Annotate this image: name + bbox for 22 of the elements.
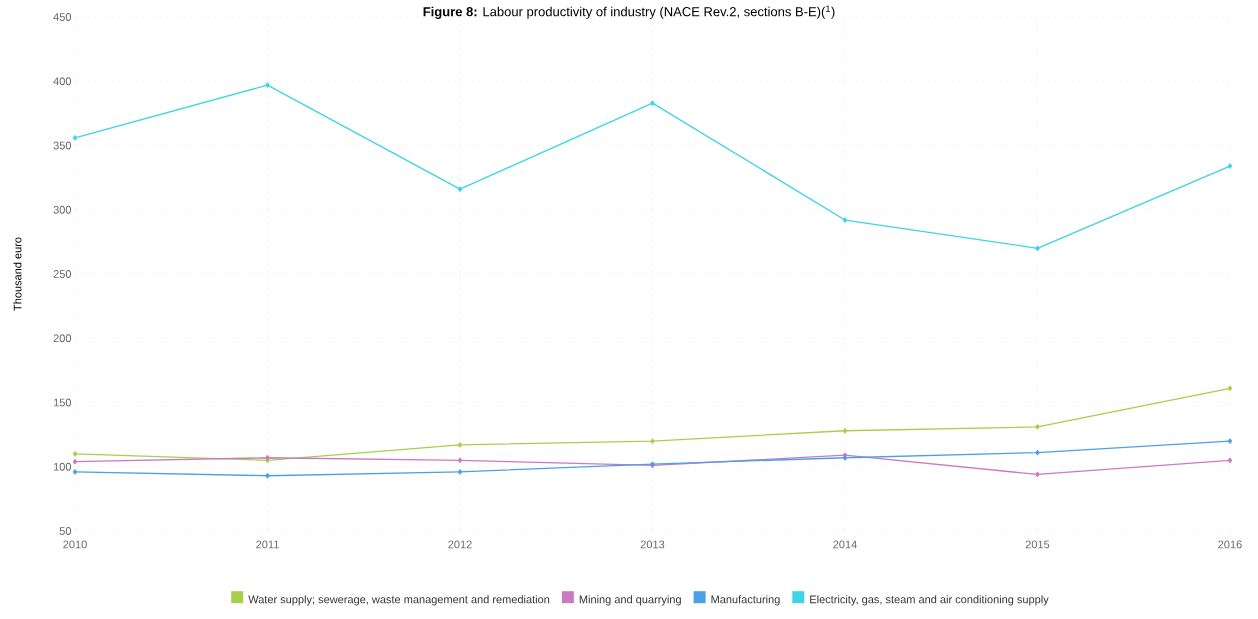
legend-label: Electricity, gas, steam and air conditioning supply [810, 595, 1049, 606]
y-tick-label: 100 [53, 462, 72, 471]
y-tick-label: 350 [53, 141, 72, 150]
chart-title: Figure 8: Labour productivity of industry (NACE Rev.2, sections B-E)($^{1}$) [423, 5, 835, 19]
x-tick-label: 2011 [256, 540, 279, 549]
y-tick-label: 50 [59, 527, 72, 535]
x-tick-label: 2014 [833, 540, 857, 549]
y-tick-label: 200 [53, 334, 72, 343]
y-tick-label: 450 [53, 13, 72, 21]
y-tick-label: 150 [53, 398, 72, 407]
y-axis-title: Thousand euro [13, 237, 22, 311]
x-tick-label: 2013 [640, 540, 665, 549]
x-tick-label: 2012 [448, 540, 472, 549]
y-tick-label: 300 [53, 205, 72, 214]
x-tick-label: 2016 [1218, 540, 1242, 549]
x-tick-label: 2010 [63, 540, 87, 549]
y-tick-label: 250 [53, 270, 72, 278]
y-tick-label: 400 [53, 77, 72, 86]
x-tick-label: 2015 [1025, 540, 1050, 549]
legend-label: Manufacturing [711, 595, 780, 606]
legend-label: Mining and quarrying [579, 595, 681, 606]
legend-label: Water supply; sewerage, waste management and remediation [248, 595, 550, 606]
